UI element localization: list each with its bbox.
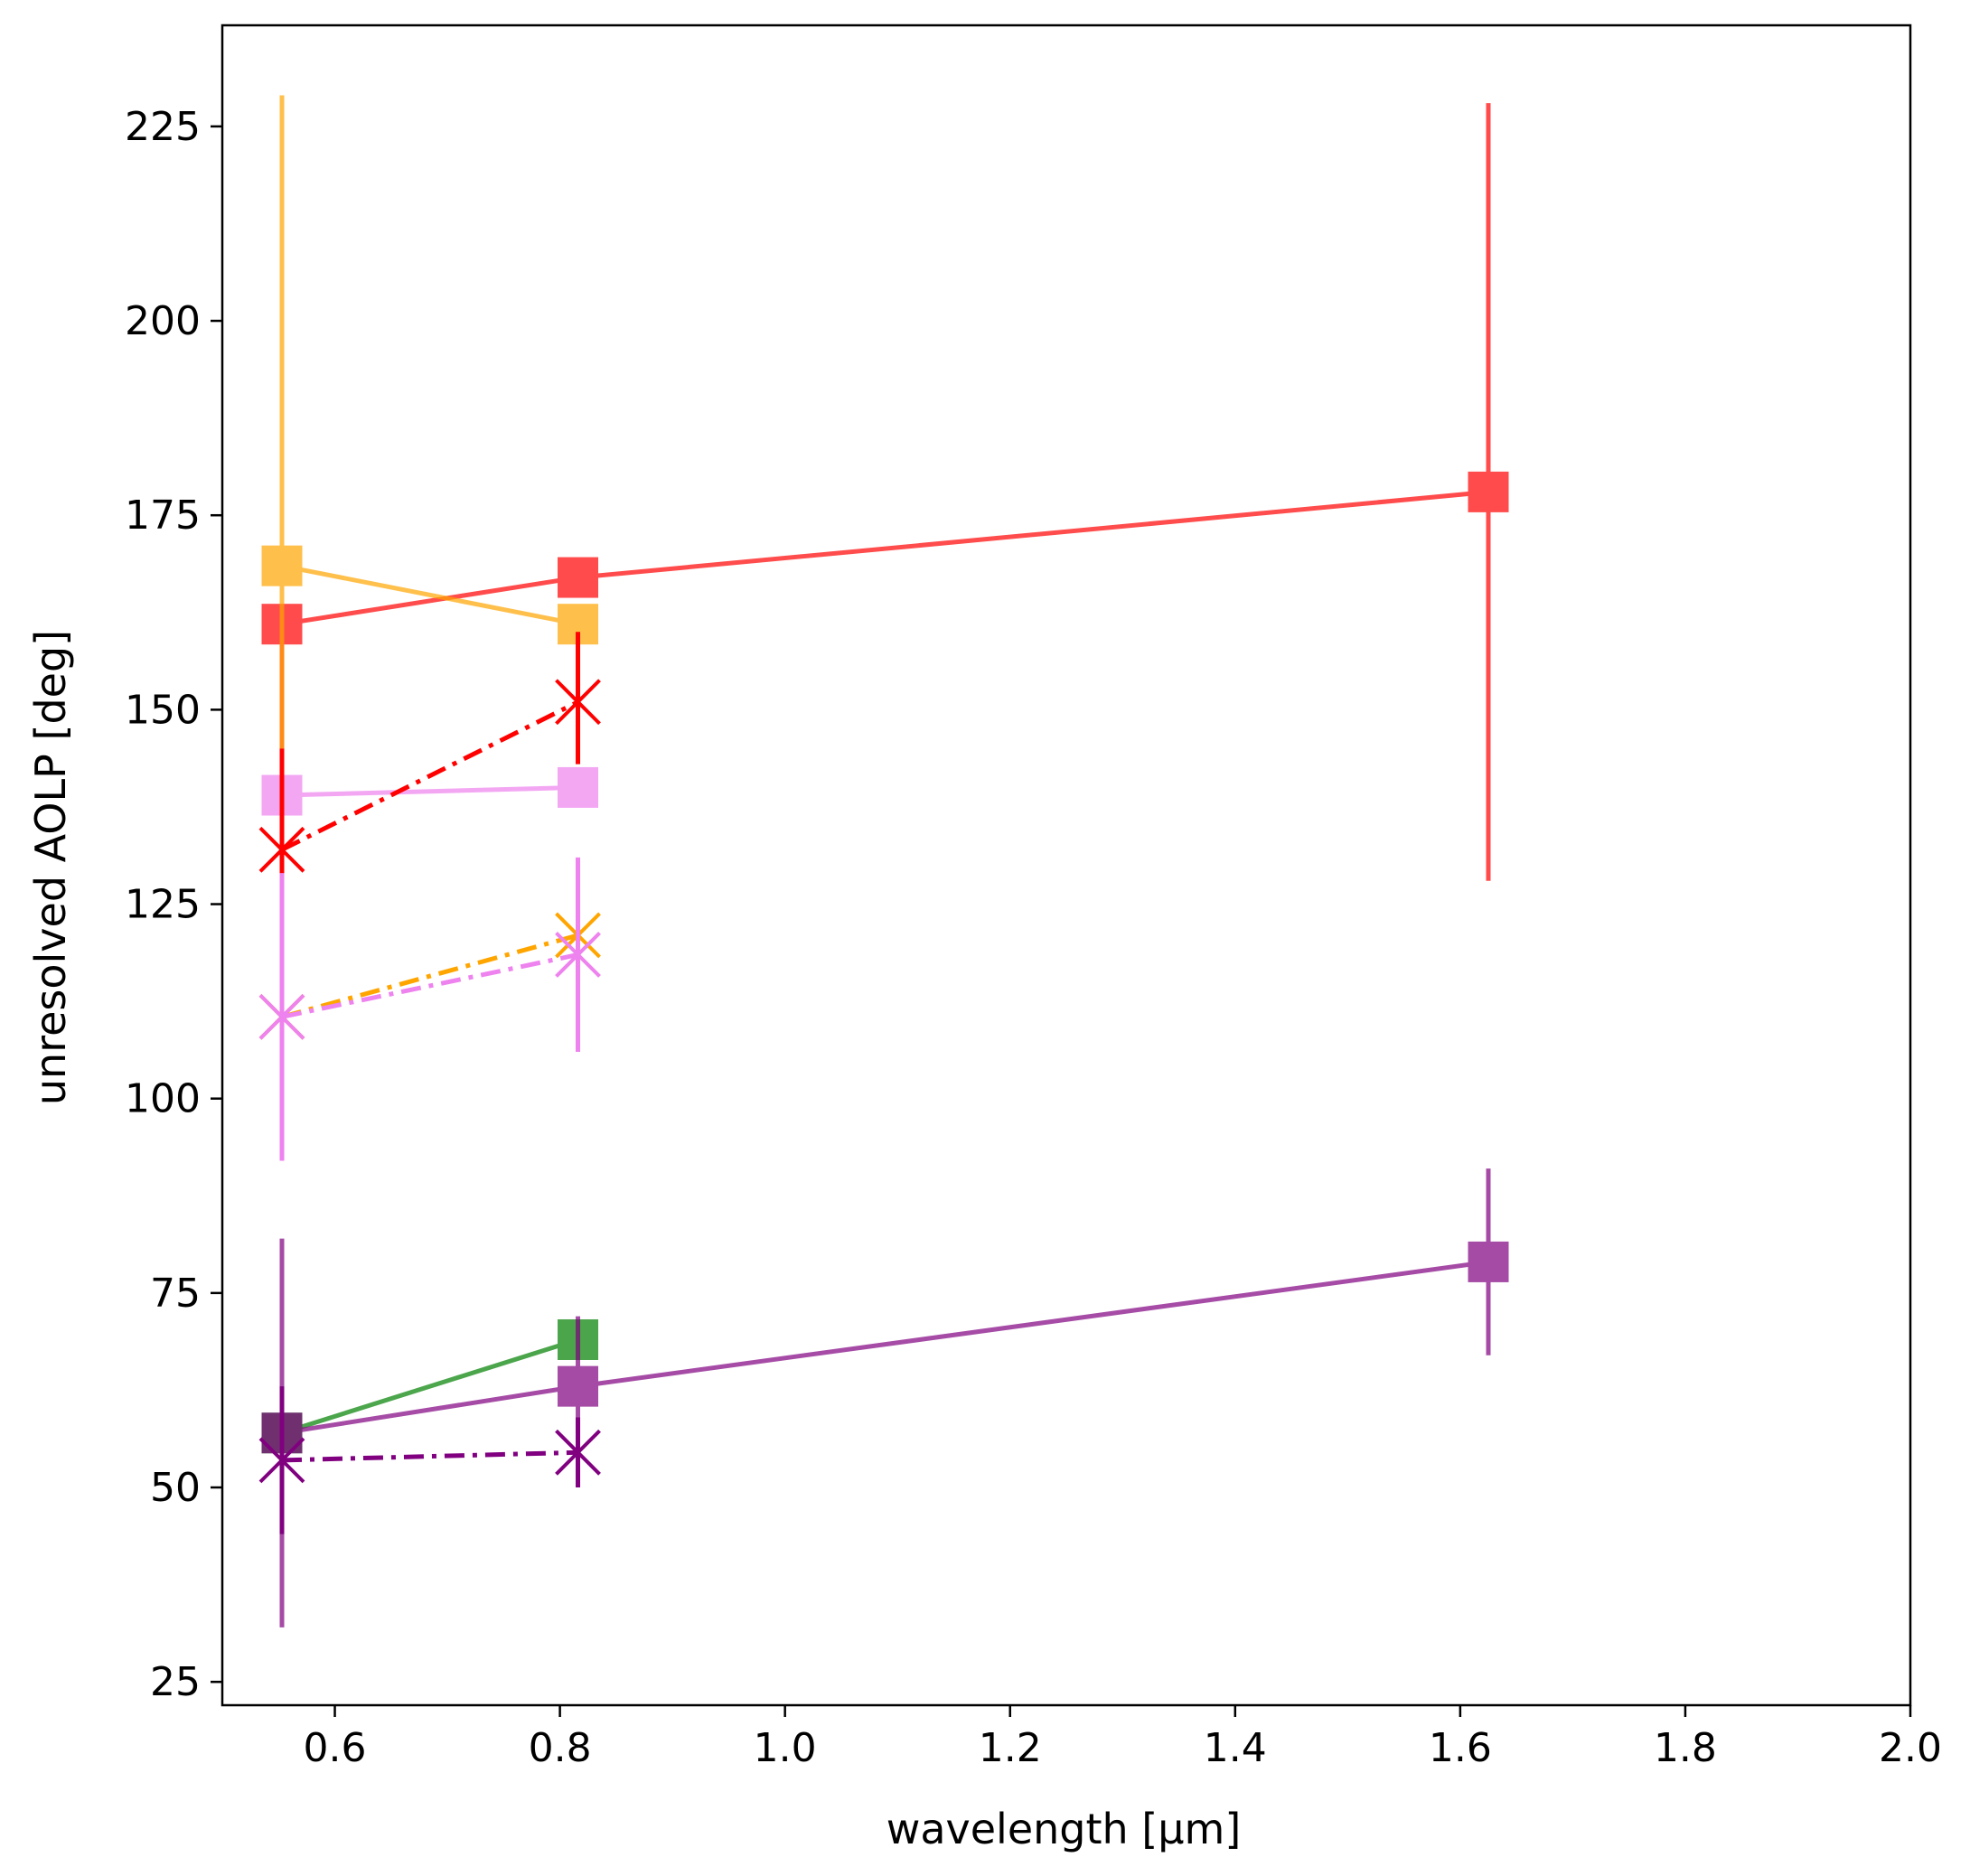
x-tick-label-3: 1.0 [754, 1725, 817, 1771]
series-line-2 [281, 563, 579, 627]
x-tick-label-7: 1.8 [1654, 1725, 1717, 1771]
series-layer [258, 95, 1509, 1627]
x-tick-label-1: 0.6 [304, 1725, 367, 1771]
x-tick-label-4: 1.2 [979, 1725, 1042, 1771]
series-9 [258, 1386, 601, 1534]
series-line-6 [280, 699, 579, 852]
x-tick-label-8: 2.0 [1879, 1725, 1942, 1771]
series-line-7 [281, 933, 579, 1019]
x-tick-label-6: 1.6 [1429, 1725, 1492, 1771]
data-point-5-3 [1468, 1241, 1509, 1282]
series-line-8 [281, 952, 579, 1019]
data-point-9-2 [555, 1429, 601, 1476]
series-line-3 [281, 784, 578, 798]
data-point-6-1 [258, 826, 305, 873]
y-tick-label-7: 175 [125, 492, 201, 539]
series-line-4 [281, 1337, 579, 1436]
data-point-8-2 [555, 932, 601, 978]
series-1 [261, 103, 1509, 881]
y-tick-label-1: 25 [150, 1659, 201, 1705]
data-point-6-2 [555, 679, 601, 726]
series-8 [258, 857, 601, 1161]
data-point-3-2 [558, 766, 599, 808]
y-tick-label-4: 100 [125, 1076, 201, 1122]
axes-layer: 0.6 0.8 1.0 1.2 1.4 1.6 1.8 2.0 25 50 75 100 125 150 1… [125, 23, 1942, 1771]
y-tick-label-9: 225 [125, 104, 201, 150]
data-point-8-1 [258, 993, 305, 1040]
data-point-1-2 [558, 557, 599, 598]
y-tick-label-8: 200 [125, 298, 201, 344]
data-point-5-2 [558, 1365, 599, 1407]
series-line-9 [281, 1449, 578, 1463]
y-tick-label-2: 50 [150, 1465, 201, 1511]
data-point-1-3 [1468, 471, 1509, 512]
x-tick-label-5: 1.4 [1204, 1725, 1267, 1771]
x-axis-label: wavelength [μm] [886, 1805, 1242, 1853]
plot-frame [220, 23, 1912, 1707]
y-tick-label-5: 125 [125, 882, 201, 928]
x-tick-label-2: 0.8 [529, 1725, 592, 1771]
data-point-9-1 [258, 1437, 305, 1484]
y-tick-label-3: 75 [150, 1271, 201, 1317]
y-axis-label: unresolved AOLP [deg] [26, 630, 75, 1105]
data-point-2-1 [261, 545, 303, 586]
y-tick-label-6: 150 [125, 687, 201, 733]
